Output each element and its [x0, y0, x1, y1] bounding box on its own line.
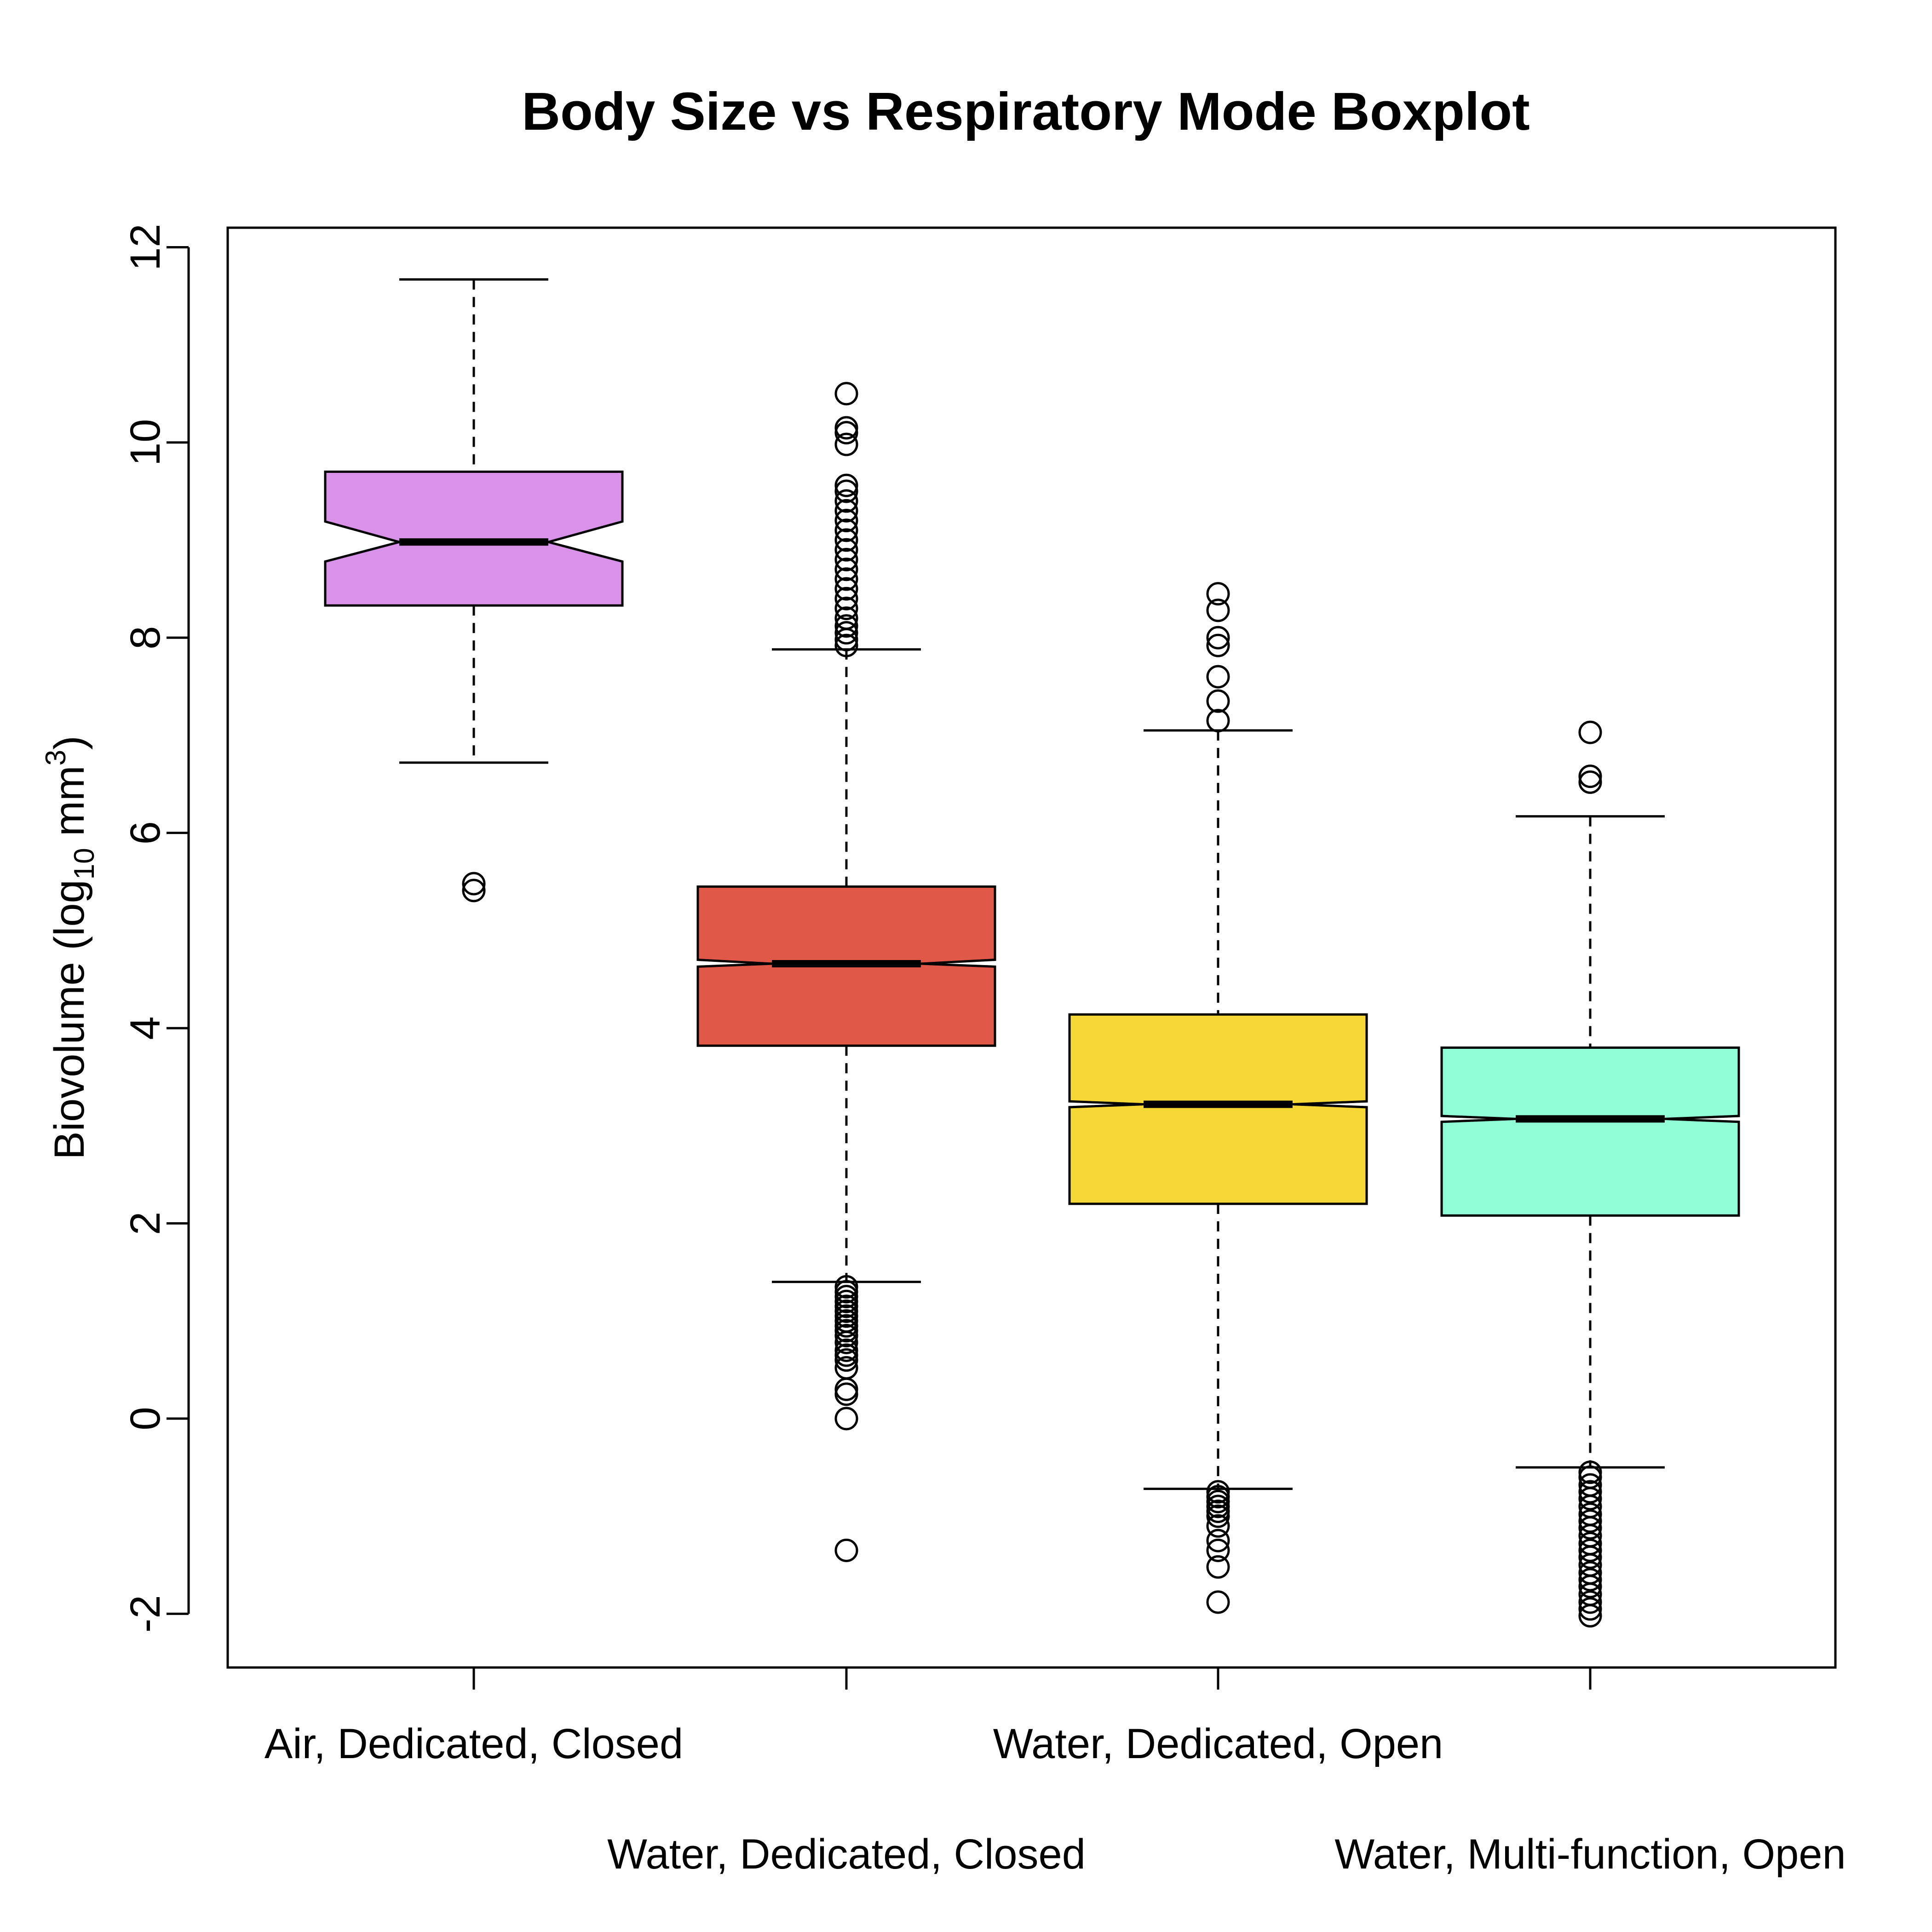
box-group — [1068, 582, 1368, 1614]
y-tick-label: 0 — [122, 1407, 169, 1430]
outlier-point — [834, 1356, 858, 1380]
y-tick-label: 12 — [122, 224, 169, 270]
outlier-point — [834, 547, 858, 571]
outlier-point — [1206, 626, 1230, 650]
x-category-label: Water, Dedicated, Open — [993, 1720, 1443, 1767]
y-tick-label: 6 — [122, 821, 169, 845]
outlier-point — [1578, 1568, 1602, 1592]
box-group — [1440, 720, 1740, 1628]
outlier-point — [462, 879, 486, 903]
outlier-point — [1206, 1529, 1230, 1552]
outlier-point — [834, 382, 858, 406]
outlier-point — [1206, 689, 1230, 713]
box-group — [696, 382, 996, 1562]
outlier-point — [1578, 1502, 1602, 1526]
plot-frame — [226, 226, 1837, 1669]
outlier-point — [1578, 1597, 1602, 1621]
outlier-point — [1578, 1590, 1602, 1614]
y-tick-label: 4 — [122, 1016, 169, 1040]
outlier-point — [834, 614, 858, 638]
outlier-point — [1206, 1590, 1230, 1614]
outlier-point — [1578, 1460, 1602, 1484]
outlier-point — [1578, 1538, 1602, 1562]
outlier-point — [1578, 1473, 1602, 1497]
box-body — [1440, 1046, 1740, 1217]
y-axis-label-subscript: 10 — [69, 848, 100, 880]
boxes — [324, 278, 1740, 1628]
y-tick-label: 8 — [122, 626, 169, 650]
outlier-point — [834, 509, 858, 533]
outlier-point — [834, 586, 858, 610]
outlier-point — [834, 567, 858, 591]
y-axis-label-superscript: 3 — [40, 750, 72, 765]
box-group — [324, 278, 624, 903]
outlier-point — [834, 528, 858, 552]
outlier-point — [1206, 598, 1230, 622]
outlier-point — [834, 416, 858, 440]
outlier-point — [1578, 765, 1602, 788]
outlier-point — [1578, 720, 1602, 744]
outlier-point — [834, 1275, 858, 1299]
y-tick-label: 10 — [122, 419, 169, 466]
outlier-point — [1206, 633, 1230, 657]
outlier-point — [834, 621, 858, 645]
x-category-label: Water, Dedicated, Closed — [607, 1831, 1086, 1878]
y-axis-label-close: ) — [46, 736, 93, 750]
y-axis-label-main: Biovolume (log — [46, 880, 93, 1160]
outlier-point — [462, 872, 486, 896]
outlier-point — [834, 1338, 858, 1362]
outlier-point — [1206, 709, 1230, 733]
x-category-label: Air, Dedicated, Closed — [264, 1720, 683, 1767]
outlier-point — [1578, 770, 1602, 794]
outlier-point — [1578, 1509, 1602, 1533]
outlier-point — [834, 1407, 858, 1431]
outlier-point — [834, 479, 858, 503]
outlier-point — [1206, 1555, 1230, 1579]
x-category-label: Water, Multi-function, Open — [1334, 1831, 1846, 1878]
outlier-point — [1206, 1480, 1230, 1504]
outlier-point — [1578, 1561, 1602, 1585]
outlier-point — [1206, 665, 1230, 689]
outlier-point — [834, 489, 858, 513]
outlier-point — [1578, 1480, 1602, 1504]
outlier-point — [834, 597, 858, 621]
outlier-point — [834, 606, 858, 630]
outlier-point — [834, 1538, 858, 1562]
x-axis: Air, Dedicated, Closed Water, Dedicated, … — [264, 1668, 1846, 1878]
y-axis: -2 0 2 4 6 8 10 12 — [122, 224, 190, 1633]
outlier-point — [1206, 582, 1230, 606]
y-axis-label-unit: mm — [46, 765, 93, 848]
outlier-point — [1206, 1514, 1230, 1538]
outlier-point — [834, 633, 858, 657]
outlier-point — [1206, 1538, 1230, 1562]
outlier-point — [834, 518, 858, 542]
y-tick-label: 2 — [122, 1212, 169, 1235]
outlier-point — [834, 473, 858, 497]
outlier-point — [1578, 1532, 1602, 1556]
outlier-point — [834, 499, 858, 523]
box-body — [1068, 1013, 1368, 1205]
chart-title: Body Size vs Respiratory Mode Boxplot — [522, 81, 1530, 141]
outlier-point — [834, 558, 858, 581]
outlier-point — [834, 577, 858, 601]
y-axis-label: Biovolume (log10 mm3) — [40, 736, 100, 1159]
y-tick-label: -2 — [122, 1595, 169, 1633]
outlier-point — [834, 538, 858, 562]
outlier-point — [834, 432, 858, 456]
